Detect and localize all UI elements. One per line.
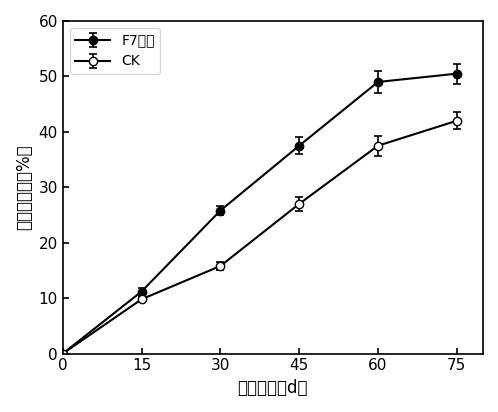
Legend: F7菌剂, CK: F7菌剂, CK (70, 28, 160, 74)
Y-axis label: 秸秵腐熟率（%）: 秸秵腐熟率（%） (15, 145, 33, 230)
X-axis label: 取样时间（d）: 取样时间（d） (238, 379, 308, 397)
